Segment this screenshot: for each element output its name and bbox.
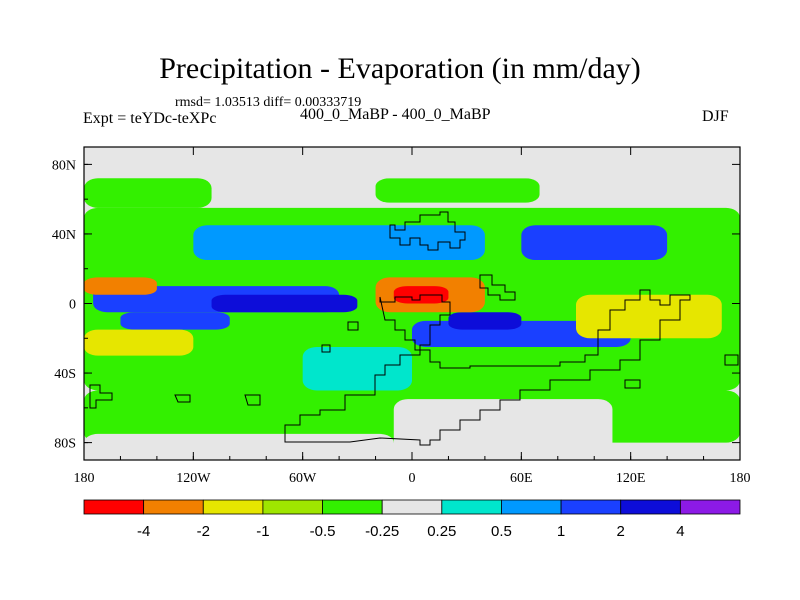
axes: 180 120W 60W 0 60E 120E 180 80N 40N 0 40S 80S xyxy=(52,147,751,486)
colorbar-swatch-10 xyxy=(679,499,741,515)
colorbar-swatch-3 xyxy=(262,499,323,515)
season-label: DJF xyxy=(702,108,729,125)
x-tick-label: 120E xyxy=(616,471,646,486)
x-tick-label: 0 xyxy=(409,471,416,486)
north-landmass-outline xyxy=(389,211,466,251)
west-island-outline xyxy=(321,321,359,353)
colorbar-swatch-1 xyxy=(143,499,204,515)
chart-title: Precipitation - Evaporation (in mm/day) xyxy=(159,52,641,85)
east-landmass-outline xyxy=(479,274,516,301)
x-tick-label: 180 xyxy=(74,471,95,486)
colorbar-swatch-2 xyxy=(202,499,264,515)
colorbar-label: 0.5 xyxy=(491,523,512,540)
y-tick-label: 80N xyxy=(52,158,76,173)
land-outlines xyxy=(89,211,739,446)
colorbar-swatch-7 xyxy=(501,499,562,515)
y-tick-label: 80S xyxy=(54,437,76,452)
colorbar-swatch-4 xyxy=(322,499,383,515)
field-region-10 xyxy=(448,312,522,330)
field-region-14 xyxy=(84,329,194,356)
field-region-8 xyxy=(120,312,230,330)
x-tick-label: 60E xyxy=(510,471,533,486)
field-region-15 xyxy=(302,346,412,391)
field-region-7 xyxy=(211,294,358,313)
field-region-4 xyxy=(193,225,485,261)
period-label: 400_0_MaBP - 400_0_MaBP xyxy=(300,106,491,123)
field-region-5 xyxy=(521,225,668,261)
field-region-13 xyxy=(84,277,157,295)
colorbar-label: -0.25 xyxy=(365,523,399,540)
colorbar: -4 -2 -1 -0.5 -0.25 0.25 0.5 1 2 4 xyxy=(83,499,741,540)
x-tick-label: 60W xyxy=(289,471,317,486)
colorbar-label: -1 xyxy=(256,523,269,540)
x-tick-label: 120W xyxy=(176,471,211,486)
field-region-2 xyxy=(375,178,540,203)
colorbar-swatch-8 xyxy=(560,499,622,515)
colorbar-label: 4 xyxy=(676,523,684,540)
experiment-label: Expt = teYDc-teXPc xyxy=(83,110,217,127)
colorbar-label: 2 xyxy=(617,523,625,540)
colorbar-label: 1 xyxy=(557,523,565,540)
colorbar-label: -2 xyxy=(197,523,210,540)
y-tick-label: 40S xyxy=(54,367,76,382)
south-landmass-outline xyxy=(89,354,739,409)
field-region-16 xyxy=(576,294,722,339)
field-region-17 xyxy=(393,399,613,460)
stats-readout: rmsd= 1.03513 diff= 0.00333719 xyxy=(175,95,362,110)
x-tick-label: 180 xyxy=(730,471,751,486)
y-tick-label: 40N xyxy=(52,228,76,243)
colorbar-label: 0.25 xyxy=(427,523,456,540)
colorbar-swatch-0 xyxy=(83,499,145,515)
africa-outline xyxy=(284,289,691,446)
field-region-1 xyxy=(84,178,212,208)
colorbar-swatch-9 xyxy=(620,499,681,515)
field-region-20 xyxy=(84,147,303,165)
colorbar-swatch-6 xyxy=(441,499,502,515)
field-region-18 xyxy=(84,433,394,460)
y-tick-label: 0 xyxy=(69,298,76,313)
colorbar-label: -0.5 xyxy=(310,523,336,540)
colorbar-label: -4 xyxy=(137,523,150,540)
pe-field xyxy=(84,147,740,460)
colorbar-swatch-5 xyxy=(381,499,443,515)
